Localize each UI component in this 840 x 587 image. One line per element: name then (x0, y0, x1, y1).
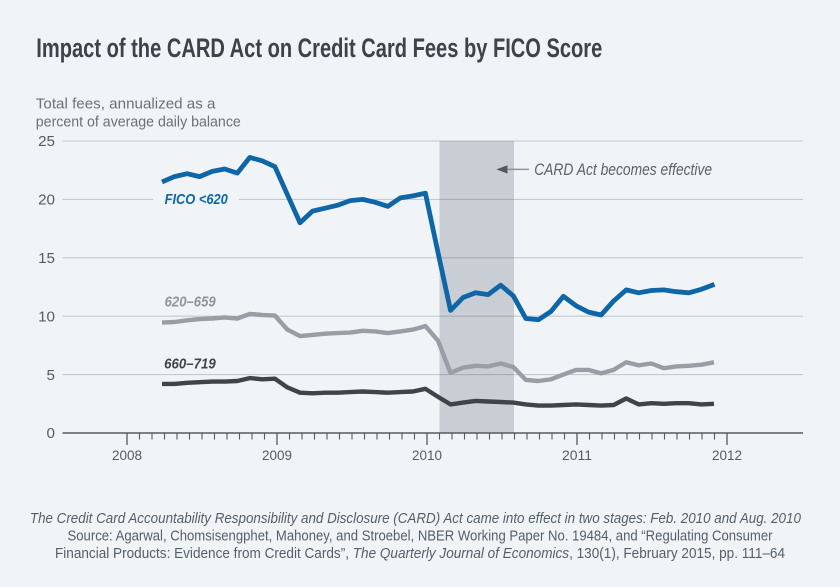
svg-text:FICO <620: FICO <620 (165, 191, 229, 208)
svg-text:0: 0 (47, 425, 55, 442)
svg-text:15: 15 (38, 250, 55, 267)
svg-text:2010: 2010 (412, 448, 442, 464)
svg-text:CARD Act becomes effective: CARD Act becomes effective (534, 160, 712, 179)
svg-text:2009: 2009 (262, 448, 292, 464)
svg-text:Total fees, annualized as a: Total fees, annualized as a (36, 96, 216, 113)
svg-text:2008: 2008 (112, 448, 142, 464)
svg-text:5: 5 (47, 367, 55, 384)
svg-text:2012: 2012 (712, 448, 742, 464)
svg-text:percent of average daily balan: percent of average daily balance (36, 114, 241, 131)
svg-text:20: 20 (38, 192, 55, 209)
svg-text:The Credit Card Accountability: The Credit Card Accountability Responsib… (30, 511, 801, 527)
svg-text:660–719: 660–719 (164, 356, 216, 373)
svg-text:25: 25 (38, 133, 55, 150)
svg-text:Source: Agarwal, Chomsisengphe: Source: Agarwal, Chomsisengphet, Mahoney… (68, 529, 773, 545)
svg-text:620–659: 620–659 (165, 294, 217, 311)
svg-text:Impact of the CARD Act on Cred: Impact of the CARD Act on Credit Card Fe… (36, 33, 602, 63)
svg-text:10: 10 (38, 308, 55, 325)
svg-text:Financial Products: Evidence f: Financial Products: Evidence from Credit… (55, 546, 785, 562)
svg-text:2011: 2011 (562, 448, 592, 464)
